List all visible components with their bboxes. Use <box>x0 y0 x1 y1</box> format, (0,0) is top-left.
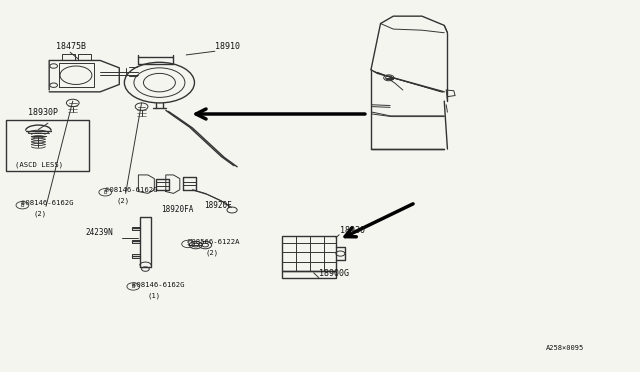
Text: A258×0095: A258×0095 <box>546 346 584 352</box>
Text: (2): (2) <box>116 198 129 205</box>
Text: 18930P: 18930P <box>28 108 58 116</box>
Text: Ⓝ08566-6122A: Ⓝ08566-6122A <box>188 238 240 245</box>
Text: 18920F: 18920F <box>204 201 232 210</box>
Text: ®08146-6162G: ®08146-6162G <box>132 282 184 288</box>
Bar <box>6 119 90 171</box>
Text: (1): (1) <box>148 292 161 299</box>
Text: B: B <box>104 190 107 195</box>
Text: ®08146-6162G: ®08146-6162G <box>20 200 73 206</box>
Text: ®08146-6162G: ®08146-6162G <box>104 187 157 193</box>
Text: S: S <box>186 241 189 247</box>
Text: 18475B: 18475B <box>56 42 86 51</box>
Text: 18910: 18910 <box>215 42 240 51</box>
Text: 18930: 18930 <box>340 226 365 235</box>
Text: 18900G: 18900G <box>319 269 349 278</box>
Bar <box>282 271 336 278</box>
Text: (2): (2) <box>33 211 46 217</box>
Bar <box>282 236 336 271</box>
Text: 18920FA: 18920FA <box>161 205 193 214</box>
Text: (ASCD LESS): (ASCD LESS) <box>15 162 63 168</box>
Text: 24239N: 24239N <box>86 228 113 237</box>
Text: B: B <box>132 284 135 289</box>
Text: (2): (2) <box>205 250 218 256</box>
Text: B: B <box>20 203 24 208</box>
